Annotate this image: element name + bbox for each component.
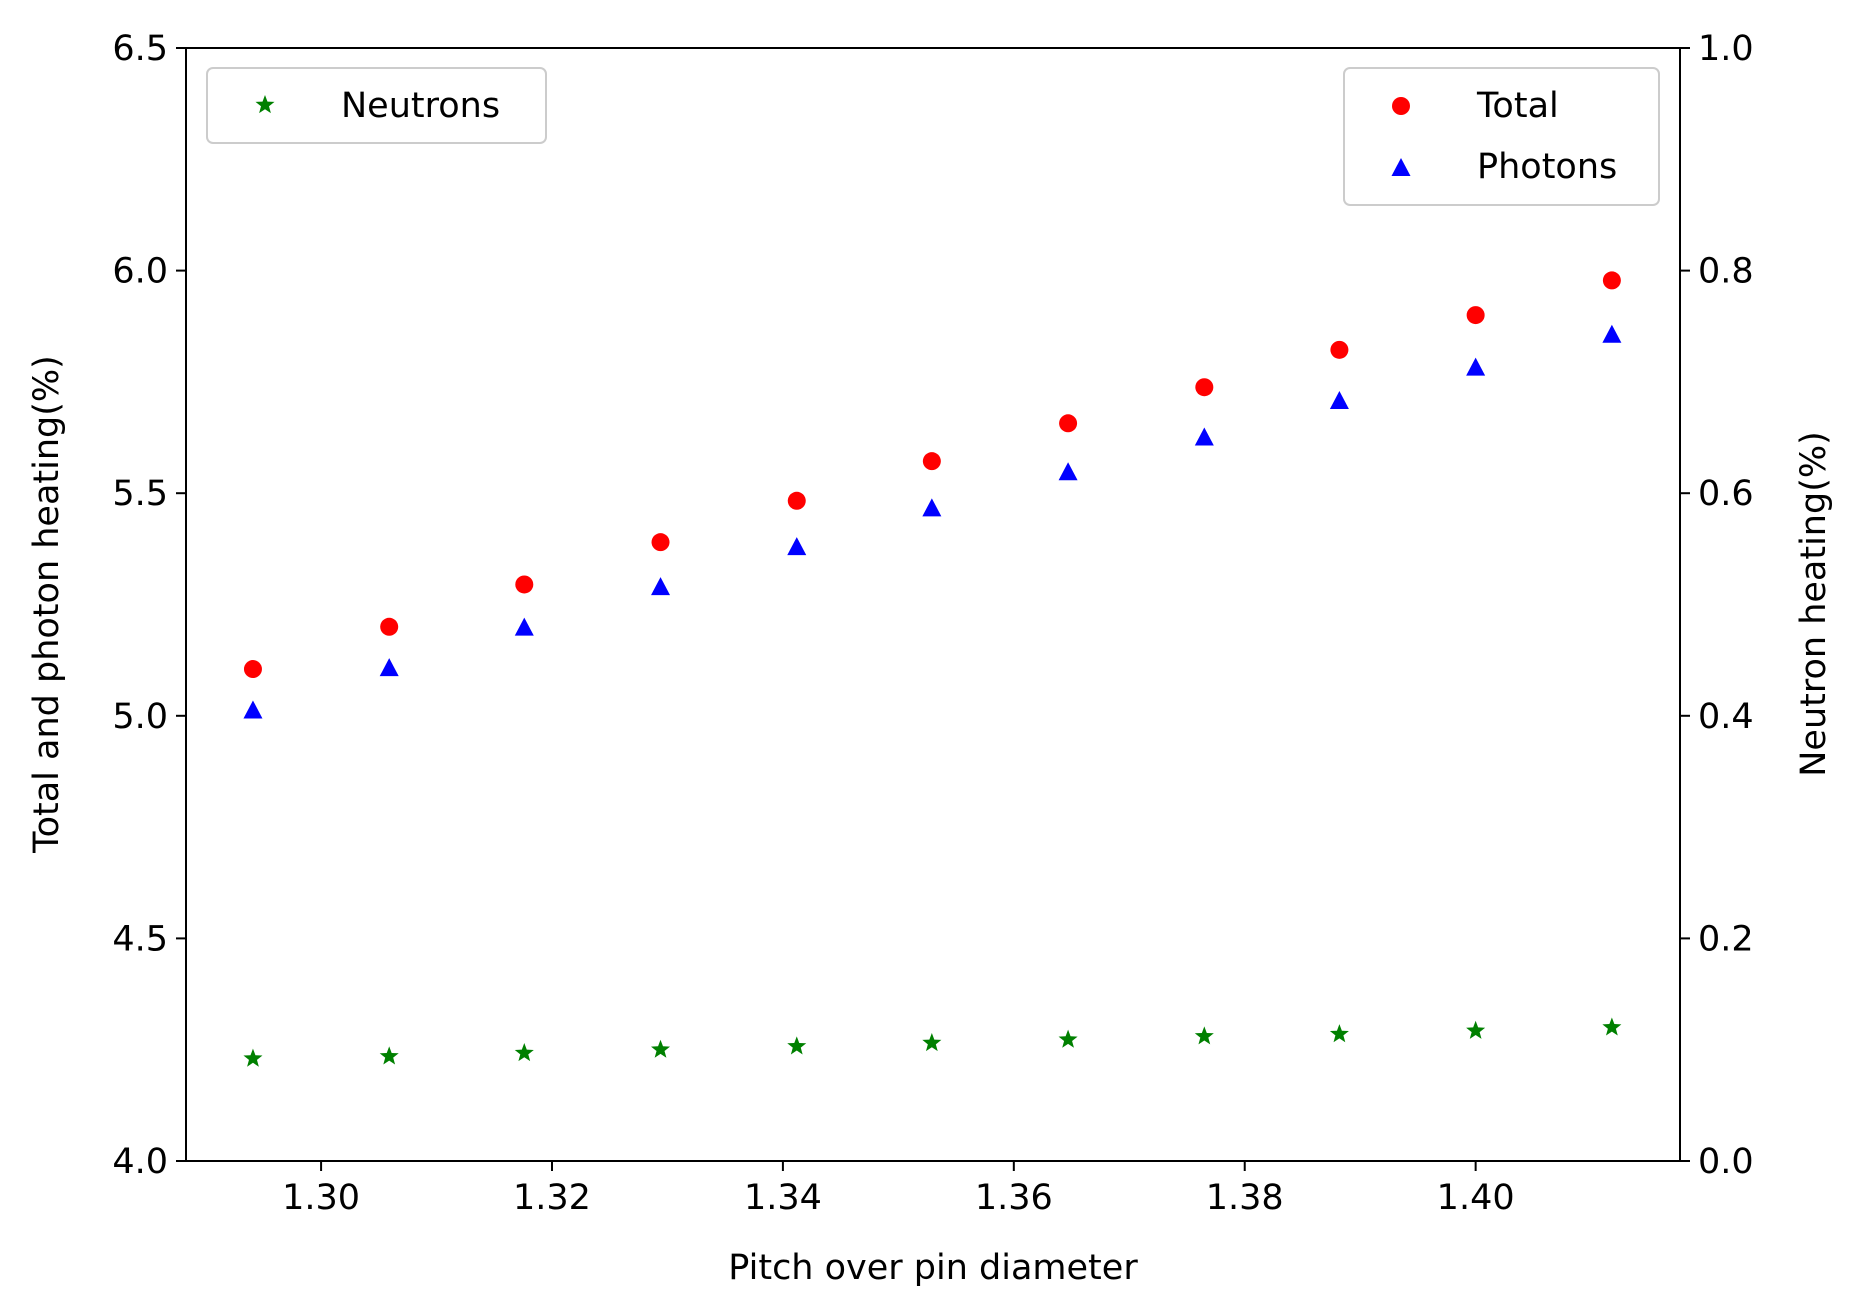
y-right-tick-label: 0.6	[1698, 474, 1754, 514]
photons-point	[379, 658, 399, 677]
neutrons-point	[922, 1033, 942, 1052]
axis-ticks: 1.30 1.32 1.34 1.36 1.38 1.40 4.0 4.5 5.0 5.5 6.0 6…	[112, 29, 1753, 1218]
x-tick-label: 1.32	[513, 1178, 591, 1218]
neutrons-point	[1194, 1026, 1214, 1045]
y-axis-right-label: Neutron heating(%)	[1794, 431, 1834, 777]
photons-point	[1194, 427, 1214, 446]
series-total	[243, 271, 1621, 679]
legend-entry-photons: Photons	[1477, 147, 1617, 187]
y-left-tick-label: 4.5	[112, 919, 168, 959]
neutrons-point	[1058, 1029, 1078, 1048]
data-marks	[243, 271, 1622, 1067]
photons-point	[514, 617, 534, 636]
legend-entry-neutrons: Neutrons	[341, 86, 500, 126]
y-left-tick-label: 5.0	[112, 697, 168, 737]
total-point	[1059, 414, 1078, 433]
series-neutrons	[243, 1017, 1622, 1067]
total-point	[651, 533, 670, 552]
y-right-tick-label: 0.2	[1698, 919, 1754, 959]
legend-entry-total: Total	[1476, 86, 1559, 126]
total-point	[922, 452, 941, 471]
neutrons-point	[1602, 1017, 1622, 1036]
x-tick-label: 1.34	[744, 1178, 822, 1218]
legend-swatch-photons	[1391, 158, 1411, 176]
total-point	[1195, 378, 1214, 397]
neutrons-point	[651, 1039, 671, 1058]
x-tick-label: 1.38	[1206, 1178, 1284, 1218]
neutrons-point	[514, 1043, 534, 1062]
neutrons-point	[243, 1048, 263, 1067]
photons-point	[787, 537, 807, 556]
x-tick-label: 1.36	[975, 1178, 1053, 1218]
photons-point	[1466, 357, 1486, 376]
series-photons	[243, 324, 1622, 719]
photons-point	[922, 498, 942, 517]
legend-swatch-total	[1392, 97, 1410, 115]
neutrons-point	[1466, 1020, 1486, 1039]
y-left-tick-label: 5.5	[112, 474, 168, 514]
x-axis-label: Pitch over pin diameter	[728, 1248, 1138, 1288]
photons-point	[1329, 391, 1349, 410]
legend-left: Neutrons	[206, 67, 547, 144]
y-right-tick-label: 0.0	[1698, 1142, 1754, 1182]
y-left-tick-label: 6.5	[112, 29, 168, 69]
plot-area	[186, 48, 1680, 1161]
y-left-tick-label: 4.0	[112, 1142, 168, 1182]
total-point	[1602, 271, 1621, 290]
neutrons-point	[787, 1036, 807, 1055]
plot-frame	[185, 47, 1681, 1162]
total-point	[787, 491, 806, 510]
total-point	[380, 617, 399, 636]
y-axis-left-label: Total and photon heating(%)	[27, 355, 67, 854]
photons-point	[651, 577, 671, 596]
photons-point	[1058, 462, 1078, 481]
y-right-tick-label: 0.4	[1698, 697, 1754, 737]
y-right-tick-label: 0.8	[1698, 252, 1754, 292]
total-point	[1330, 340, 1349, 359]
y-right-tick-label: 1.0	[1698, 29, 1754, 69]
photons-point	[243, 700, 263, 719]
total-point	[1466, 306, 1485, 325]
x-tick-label: 1.30	[282, 1178, 360, 1218]
y-left-tick-label: 6.0	[112, 252, 168, 292]
legend-swatch-neutrons	[255, 95, 275, 114]
photons-point	[1602, 324, 1622, 343]
neutrons-point	[1329, 1024, 1349, 1043]
legend-right: Total Photons	[1343, 67, 1660, 206]
legend-left-frame	[206, 67, 547, 144]
x-tick-label: 1.40	[1437, 1178, 1515, 1218]
legend-right-frame	[1343, 67, 1660, 206]
neutrons-point	[379, 1046, 399, 1065]
total-point	[515, 575, 534, 594]
total-point	[243, 660, 262, 679]
